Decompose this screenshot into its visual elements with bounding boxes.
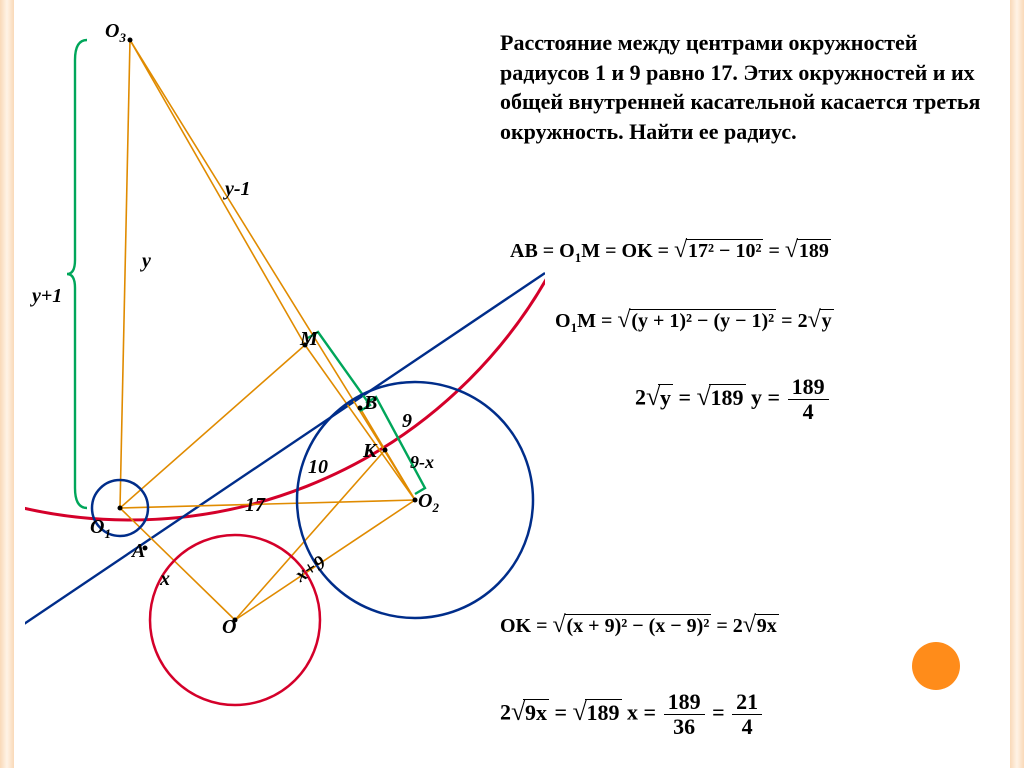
outer-arc: [25, 10, 545, 520]
label-o2: O2: [418, 490, 439, 516]
dim-9-x: 9-x: [410, 452, 434, 473]
dim-y-1: y-1: [225, 178, 251, 201]
frame-left: [0, 0, 14, 768]
label-a: A: [132, 540, 145, 563]
dim-y: y: [142, 250, 151, 273]
label-o3: O3: [105, 20, 126, 46]
line-o1-m: [120, 345, 305, 508]
equation-ab: AB = O1M = OK = 17² − 10² = 189: [510, 240, 831, 266]
tangent-line: [25, 273, 545, 630]
line-o3-o1: [120, 40, 130, 508]
decoration-circle: [912, 642, 960, 690]
brace-y-plus-1: [67, 40, 87, 508]
equation-o1m: O1M = (y + 1)² − (y − 1)² = 2y: [555, 310, 834, 336]
line-o3-m: [130, 40, 305, 345]
equation-y-solve: 2y = 189 y = 1894: [635, 375, 831, 424]
geometry-diagram: [25, 10, 545, 750]
label-b: B: [364, 392, 377, 415]
dim-17: 17: [245, 494, 265, 517]
problem-statement: Расстояние между центрами окружностей ра…: [500, 28, 990, 147]
line-o3-o2: [130, 40, 415, 500]
dim-9: 9: [402, 410, 412, 433]
dim-y+1: y+1: [32, 285, 62, 308]
label-m: M: [300, 328, 318, 351]
label-o1: O1: [90, 516, 111, 542]
line-o-o1: [120, 508, 235, 620]
frame-right: [1010, 0, 1024, 768]
label-k: К: [363, 440, 377, 463]
dim-x: x: [160, 568, 170, 591]
dim-10: 10: [308, 456, 328, 479]
label-o: O: [222, 616, 236, 639]
